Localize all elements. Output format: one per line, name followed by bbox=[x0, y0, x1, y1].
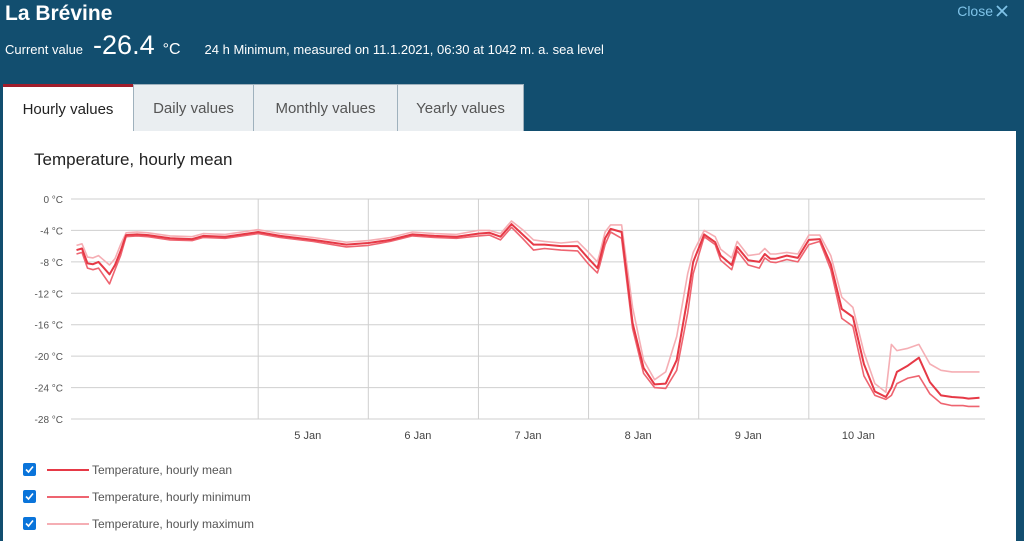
y-tick-label: -16 °C bbox=[35, 321, 63, 332]
legend-swatch-mean bbox=[47, 468, 89, 471]
series-line-minimum bbox=[76, 226, 980, 408]
chart-legend: Temperature, hourly mean Temperature, ho… bbox=[23, 456, 254, 537]
y-tick-label: -28 °C bbox=[35, 415, 63, 426]
series-line-maximum bbox=[76, 220, 980, 394]
series-line-mean bbox=[76, 223, 980, 400]
current-value: -26.4 bbox=[93, 30, 155, 60]
x-tick-label: 5 Jan bbox=[294, 430, 321, 442]
x-tick-label: 9 Jan bbox=[735, 430, 762, 442]
x-tick-label: 6 Jan bbox=[404, 430, 431, 442]
close-button[interactable]: Close bbox=[957, 3, 1008, 19]
tab-bar: Hourly values Daily values Monthly value… bbox=[3, 84, 524, 132]
x-tick-label: 10 Jan bbox=[842, 430, 875, 442]
y-tick-label: -12 °C bbox=[35, 289, 63, 300]
chart-panel: Temperature, hourly mean 0 °C -4 °C -8 °C -… bbox=[3, 131, 1016, 541]
check-icon bbox=[25, 519, 34, 528]
legend-label-minimum: Temperature, hourly minimum bbox=[92, 489, 251, 504]
checkbox-maximum[interactable] bbox=[23, 517, 36, 530]
tab-daily-values[interactable]: Daily values bbox=[133, 84, 254, 132]
tab-hourly-values[interactable]: Hourly values bbox=[3, 84, 133, 132]
checkbox-minimum[interactable] bbox=[23, 490, 36, 503]
legend-label-mean: Temperature, hourly mean bbox=[92, 462, 233, 477]
close-icon[interactable] bbox=[996, 5, 1008, 17]
y-tick-label: -24 °C bbox=[35, 384, 63, 395]
temperature-chart: 0 °C -4 °C -8 °C -12 °C -16 °C -20 °C -24 °C -2… bbox=[35, 195, 985, 442]
legend-label-maximum: Temperature, hourly maximum bbox=[92, 516, 255, 531]
check-icon bbox=[25, 492, 34, 501]
tab-yearly-values[interactable]: Yearly values bbox=[398, 84, 524, 132]
y-tick-label: -4 °C bbox=[40, 226, 63, 237]
station-title: La Brévine bbox=[5, 2, 113, 25]
current-value-unit: °C bbox=[162, 41, 181, 58]
check-icon bbox=[25, 465, 34, 474]
y-tick-label: -8 °C bbox=[40, 258, 63, 269]
current-value-label: Current value bbox=[5, 42, 84, 57]
legend-swatch-minimum bbox=[47, 495, 89, 498]
legend-swatch-maximum bbox=[47, 522, 89, 525]
x-tick-label: 7 Jan bbox=[515, 430, 542, 442]
tab-monthly-values[interactable]: Monthly values bbox=[254, 84, 398, 132]
measurement-description: 24 h Minimum, measured on 11.1.2021, 06:… bbox=[204, 42, 604, 57]
y-tick-label: 0 °C bbox=[43, 195, 63, 206]
close-label: Close bbox=[957, 3, 993, 19]
legend-item-mean[interactable]: Temperature, hourly mean bbox=[23, 456, 254, 483]
chart-title: Temperature, hourly mean bbox=[34, 150, 233, 169]
legend-item-minimum[interactable]: Temperature, hourly minimum bbox=[23, 483, 254, 510]
checkbox-mean[interactable] bbox=[23, 463, 36, 476]
legend-item-maximum[interactable]: Temperature, hourly maximum bbox=[23, 510, 254, 537]
y-tick-label: -20 °C bbox=[35, 352, 63, 363]
current-value-row: Current value -26.4 °C 24 h Minimum, mea… bbox=[5, 30, 604, 61]
x-tick-label: 8 Jan bbox=[625, 430, 652, 442]
